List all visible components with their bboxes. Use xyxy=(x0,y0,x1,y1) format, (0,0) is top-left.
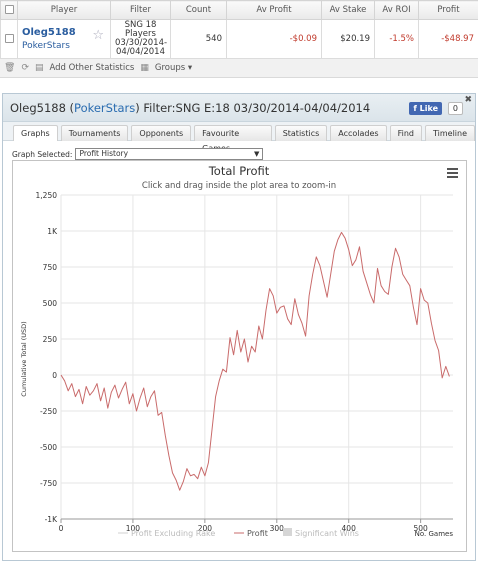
panel-header: Oleg5188 (PokerStars) Filter:SNG E:18 03… xyxy=(3,94,475,122)
tab-timeline[interactable]: Timeline xyxy=(424,125,475,141)
y-tick-label: 250 xyxy=(43,335,58,344)
column-header-profit[interactable]: Profit xyxy=(418,0,478,20)
graph-select-dropdown[interactable]: Profit History ▼ xyxy=(75,148,264,160)
chart-grid xyxy=(60,194,453,523)
close-icon[interactable]: ✖ xyxy=(464,95,472,105)
column-header-count[interactable]: Count xyxy=(170,0,227,20)
filter-line: 04/04/2014 xyxy=(116,47,165,57)
chart-menu-icon[interactable] xyxy=(447,168,458,178)
table-toolbar: 🗑 ⟳ ▤ Add Other Statistics ▦ Groups ▾ xyxy=(0,59,478,78)
profit-series xyxy=(60,231,450,491)
groups-icon: ▦ xyxy=(140,63,149,73)
filter-cell: SNG 18 Players 03/30/2014- 04/04/2014 xyxy=(110,19,171,59)
player-site-link[interactable]: PokerStars xyxy=(22,41,70,51)
table-row[interactable]: Oleg5188 PokerStars ☆ SNG 18 Players 03/… xyxy=(0,19,478,59)
profit-value: -$48.97 xyxy=(418,19,478,59)
groups-label: Groups xyxy=(154,63,186,73)
y-tick-label: 750 xyxy=(43,263,58,272)
y-tick-label: -250 xyxy=(40,407,57,416)
filter-line: Players xyxy=(125,29,156,39)
legend-label: Profit Excluding Rake xyxy=(131,529,215,538)
chevron-down-icon: ▼ xyxy=(254,150,260,158)
player-cell: Oleg5188 PokerStars ☆ xyxy=(17,19,111,59)
tab-find[interactable]: Find xyxy=(389,125,422,141)
filter-line: 03/30/2014- xyxy=(115,38,168,48)
x-tick-label: 200 xyxy=(198,524,213,533)
column-header-player[interactable]: Player xyxy=(17,0,111,20)
legend-item-significant-wins[interactable]: Significant Wins xyxy=(283,528,359,538)
facebook-icon: f xyxy=(413,104,417,113)
tab-bar: Graphs Tournaments Opponents Favourite G… xyxy=(3,122,475,153)
panel-title-filter: Filter:SNG E:18 03/30/2014-04/04/2014 xyxy=(143,100,371,115)
filter-line: SNG 18 xyxy=(124,20,157,30)
y-tick-label: -750 xyxy=(40,479,57,488)
stats-table: Player Filter Count Av Profit Av Stake A… xyxy=(0,0,478,59)
chart-container[interactable]: Total Profit Click and drag inside the p… xyxy=(12,160,467,552)
y-tick-label: -500 xyxy=(40,443,57,452)
facebook-like-label: Like xyxy=(419,104,438,113)
row-checkbox[interactable] xyxy=(0,19,18,59)
add-stats-icon: ▤ xyxy=(34,63,44,73)
facebook-like-button[interactable]: f Like xyxy=(409,102,442,115)
y-tick-label: 1,250 xyxy=(36,191,58,200)
add-other-statistics-button[interactable]: Add Other Statistics xyxy=(49,63,135,73)
chart-legend: Profit Excluding Rake Profit Significant… xyxy=(118,528,359,538)
trash-icon[interactable]: 🗑 xyxy=(4,63,16,73)
table-header-row: Player Filter Count Av Profit Av Stake A… xyxy=(0,0,478,20)
x-axis-ticks: 0 100 200 300 400 500 xyxy=(59,524,428,533)
favourite-star-icon[interactable]: ☆ xyxy=(92,28,104,43)
column-header-av-roi[interactable]: Av ROI xyxy=(374,0,419,20)
tab-statistics[interactable]: Statistics xyxy=(274,125,328,141)
profit-chart[interactable]: Total Profit Click and drag inside the p… xyxy=(13,161,466,551)
av-profit-value: -$0.09 xyxy=(226,19,322,59)
x-tick-label: 400 xyxy=(342,524,357,533)
chart-subtitle: Click and drag inside the plot area to z… xyxy=(142,181,336,191)
legend-item-profit-excluding-rake[interactable]: Profit Excluding Rake xyxy=(118,529,215,538)
select-all-checkbox[interactable] xyxy=(0,0,18,20)
tab-tournaments[interactable]: Tournaments xyxy=(60,125,129,141)
player-name-link[interactable]: Oleg5188 xyxy=(22,27,76,38)
count-value: 540 xyxy=(170,19,227,59)
y-tick-label: -1K xyxy=(45,515,58,524)
panel-title-player: Oleg5188 xyxy=(10,100,66,115)
av-stake-value: $20.19 xyxy=(321,19,375,59)
tab-opponents[interactable]: Opponents xyxy=(131,125,192,141)
x-tick-label: 300 xyxy=(270,524,285,533)
graph-selected-label: Graph Selected: xyxy=(12,149,73,159)
av-roi-value: -1.5% xyxy=(374,19,419,59)
y-tick-label: 0 xyxy=(52,371,57,380)
graph-panel: Oleg5188 (PokerStars) Filter:SNG E:18 03… xyxy=(2,93,476,561)
column-header-av-stake[interactable]: Av Stake xyxy=(321,0,375,20)
x-tick-label: 500 xyxy=(413,524,428,533)
x-tick-label: 0 xyxy=(59,524,64,533)
graph-select-value: Profit History xyxy=(79,149,129,158)
chart-title: Total Profit xyxy=(208,164,270,178)
refresh-icon[interactable]: ⟳ xyxy=(21,63,29,73)
tab-favourite-games[interactable]: Favourite Games xyxy=(194,125,272,153)
facebook-like-count: 0 xyxy=(447,102,463,115)
column-header-av-profit[interactable]: Av Profit xyxy=(226,0,322,20)
legend-label: Profit xyxy=(247,529,268,538)
tab-accolades[interactable]: Accolades xyxy=(330,125,387,141)
y-axis-ticks: -1K -750 -500 -250 0 250 500 750 1K 1,250 xyxy=(36,191,59,524)
x-axis-label: No. Games xyxy=(415,530,454,538)
panel-title: Oleg5188 (PokerStars) Filter:SNG E:18 03… xyxy=(10,100,371,115)
y-axis-label: Cumulative Total (USD) xyxy=(20,321,28,396)
y-tick-label: 1K xyxy=(47,227,58,236)
graph-select-row: Graph Selected: Profit History ▼ xyxy=(12,148,264,160)
x-tick-label: 100 xyxy=(126,524,141,533)
series-line-profit xyxy=(60,231,450,491)
chevron-down-icon: ▾ xyxy=(187,63,193,73)
tab-graphs[interactable]: Graphs xyxy=(13,125,58,141)
legend-item-profit[interactable]: Profit xyxy=(234,529,268,538)
panel-title-site[interactable]: PokerStars xyxy=(74,100,136,115)
column-header-filter[interactable]: Filter xyxy=(110,0,171,20)
groups-dropdown[interactable]: Groups ▾ xyxy=(155,63,192,73)
legend-label: Significant Wins xyxy=(295,529,359,538)
y-tick-label: 500 xyxy=(43,299,58,308)
